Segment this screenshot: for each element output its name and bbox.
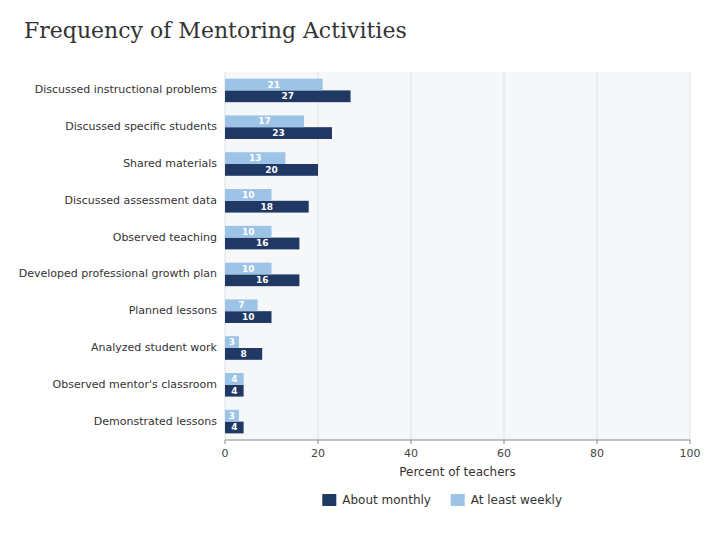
data-label: 16 — [256, 275, 269, 285]
bar — [225, 299, 258, 311]
bar — [225, 115, 304, 127]
bar — [225, 311, 272, 323]
tick-mark — [504, 440, 505, 444]
bar — [225, 164, 318, 176]
category-label: Observed mentor's classroom — [53, 378, 217, 391]
grid-line — [597, 72, 598, 440]
data-labels: 272320181616108442117131010107343 — [229, 80, 294, 433]
bar — [225, 422, 244, 434]
grid-line — [504, 72, 505, 440]
title: Frequency of Mentoring Activities — [24, 18, 407, 43]
grid-line — [690, 72, 691, 440]
grid — [225, 72, 690, 440]
data-label: 7 — [238, 300, 244, 310]
bar — [225, 79, 323, 91]
data-label: 20 — [265, 165, 278, 175]
plot-background — [225, 72, 690, 440]
legend-swatch — [322, 494, 336, 506]
bar — [225, 238, 299, 250]
x-axis — [225, 440, 690, 441]
tick-label: 20 — [311, 447, 325, 460]
tick-label: 60 — [497, 447, 511, 460]
data-label: 10 — [242, 264, 255, 274]
data-label: 17 — [258, 116, 271, 126]
tick-mark — [597, 440, 598, 444]
data-label: 16 — [256, 238, 269, 248]
tick-label: 40 — [404, 447, 418, 460]
legend-label: About monthly — [342, 493, 431, 507]
bar — [225, 226, 272, 238]
data-label: 4 — [231, 374, 237, 384]
category-label: Discussed instructional problems — [35, 83, 217, 96]
legend-swatch — [451, 494, 465, 506]
data-label: 13 — [249, 153, 262, 163]
data-label: 10 — [242, 227, 255, 237]
x-axis-label: Percent of teachers — [399, 465, 516, 479]
data-label: 21 — [268, 80, 281, 90]
bar — [225, 189, 272, 201]
tick-mark — [318, 440, 319, 444]
data-label: 18 — [261, 202, 274, 212]
bar — [225, 127, 332, 139]
data-label: 10 — [242, 190, 255, 200]
category-label: Demonstrated lessons — [94, 415, 218, 428]
category-label: Discussed specific students — [65, 120, 217, 133]
data-label: 4 — [231, 422, 237, 432]
data-label: 3 — [229, 411, 235, 421]
tick-label: 0 — [222, 447, 229, 460]
data-label: 23 — [272, 128, 285, 138]
data-label: 3 — [229, 337, 235, 347]
data-label: 10 — [242, 312, 255, 322]
bar — [225, 385, 244, 397]
tick-label: 80 — [590, 447, 604, 460]
tick-mark — [411, 440, 412, 444]
tick-label: 100 — [680, 447, 701, 460]
chart: Frequency of Mentoring Activities 0 20 40 60… — [0, 0, 720, 540]
data-label: 4 — [231, 386, 237, 396]
tick-mark — [690, 440, 691, 444]
category-label: Developed professional growth plan — [19, 267, 217, 280]
category-label: Planned lessons — [129, 304, 218, 317]
category-label: Shared materials — [123, 157, 217, 170]
bar — [225, 373, 244, 385]
legend: About monthly At least weekly — [322, 493, 562, 507]
bar — [225, 201, 309, 213]
legend-label: At least weekly — [471, 493, 562, 507]
data-label: 27 — [282, 91, 295, 101]
tick-mark — [225, 440, 226, 444]
bar — [225, 152, 285, 164]
bars — [225, 79, 351, 434]
grid-line — [411, 72, 412, 440]
category-label: Observed teaching — [113, 231, 217, 244]
bar — [225, 263, 272, 275]
category-label: Analyzed student work — [91, 341, 218, 354]
category-label: Discussed assessment data — [65, 194, 217, 207]
bar — [225, 274, 299, 286]
bar — [225, 348, 262, 360]
bar — [225, 410, 239, 422]
bar — [225, 90, 351, 102]
data-label: 8 — [240, 349, 246, 359]
bar — [225, 336, 239, 348]
